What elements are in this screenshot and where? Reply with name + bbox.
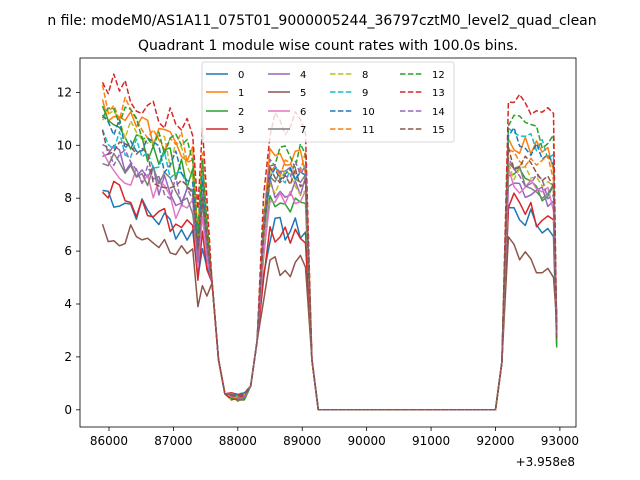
x-tick-label: 89000 [283, 434, 321, 448]
legend-label-2: 2 [238, 107, 244, 118]
legend-label-9: 9 [362, 88, 368, 99]
x-tick-label: 91000 [412, 434, 450, 448]
x-offset-label: +3.958e8 [516, 455, 575, 469]
chart-title: Quadrant 1 module wise count rates with … [138, 38, 518, 54]
legend-label-10: 10 [362, 107, 375, 118]
legend-label-5: 5 [300, 88, 306, 99]
figure-suptitle: n file: modeM0/AS1A11_075T01_9000005244_… [47, 13, 596, 29]
y-tick-label: 12 [57, 85, 72, 99]
series-line-14 [102, 143, 558, 411]
y-tick-label: 4 [64, 297, 72, 311]
series-line-11 [101, 84, 558, 411]
series-line-15 [101, 130, 558, 411]
legend-frame [201, 61, 455, 143]
legend-label-0: 0 [238, 70, 244, 81]
series-layer [101, 73, 558, 411]
x-tick-label: 87000 [154, 434, 192, 448]
x-tick-label: 92000 [476, 434, 514, 448]
legend-label-11: 11 [362, 125, 375, 136]
legend-label-13: 13 [432, 88, 445, 99]
x-tick-label: 88000 [219, 434, 257, 448]
y-tick-label: 8 [64, 191, 72, 205]
legend-label-6: 6 [300, 107, 306, 118]
series-line-9 [101, 127, 558, 411]
legend-label-8: 8 [362, 70, 368, 81]
series-line-12 [101, 106, 558, 411]
x-tick-label: 90000 [348, 434, 386, 448]
y-tick-label: 0 [64, 403, 72, 417]
legend-label-3: 3 [238, 125, 244, 136]
axes-frame [79, 57, 577, 428]
legend-label-14: 14 [432, 107, 445, 118]
y-axis: 0 2 4 6 8 10 12 [57, 85, 80, 417]
y-tick-label: 2 [64, 350, 72, 364]
y-tick-label: 6 [64, 244, 72, 258]
series-line-8 [101, 109, 558, 411]
legend-label-1: 1 [238, 88, 244, 99]
legend-label-7: 7 [300, 125, 306, 136]
legend-label-12: 12 [432, 70, 445, 81]
series-line-13 [101, 73, 558, 411]
x-tick-label: 93000 [541, 434, 579, 448]
y-tick-label: 10 [57, 138, 72, 152]
x-tick-label: 86000 [90, 434, 128, 448]
series-line-10 [101, 114, 558, 411]
legend-label-15: 15 [432, 125, 445, 136]
legend-label-4: 4 [300, 70, 306, 81]
x-axis: 86000 87000 88000 89000 90000 91000 92000 93000 [90, 427, 579, 448]
